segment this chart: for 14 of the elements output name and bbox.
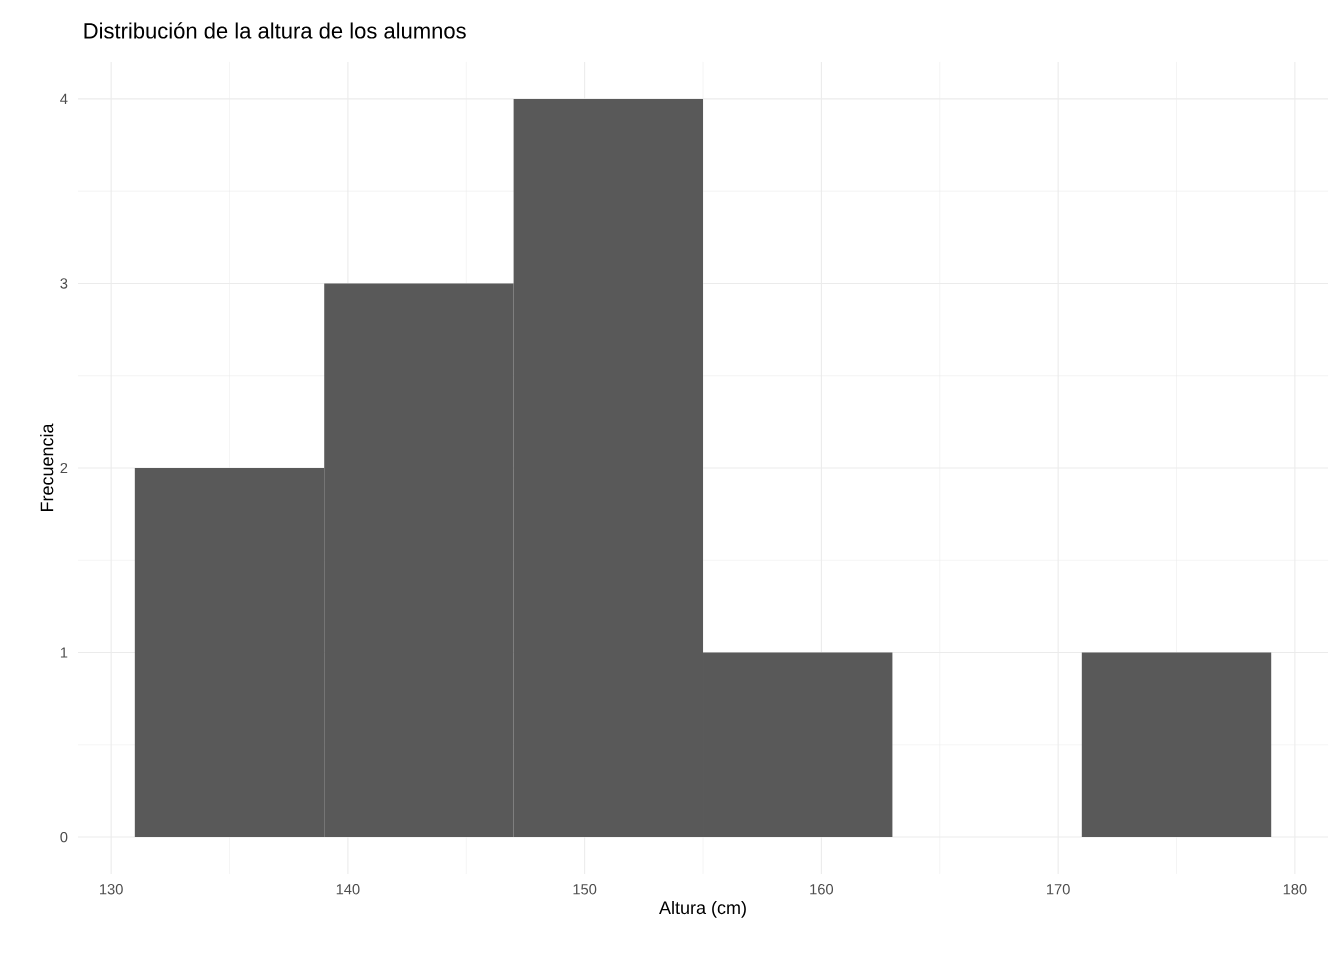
y-tick-label: 4	[60, 93, 68, 104]
x-tick-label: 140	[336, 884, 360, 895]
y-axis-title: Frecuencia	[40, 423, 54, 512]
y-tick-label: 1	[60, 647, 68, 658]
y-tick-label: 3	[60, 278, 68, 289]
x-tick-label: 180	[1283, 884, 1307, 895]
x-axis-title: Altura (cm)	[659, 900, 746, 918]
y-tick-label: 2	[60, 462, 68, 474]
y-tick-label: 0	[60, 831, 68, 843]
x-tick-label: 130	[100, 884, 123, 895]
x-tick-label: 150	[573, 884, 597, 895]
x-tick-label: 170	[1047, 884, 1070, 895]
x-tick-label: 160	[810, 884, 834, 895]
chart-title: Distribución de la altura de los alumnos	[84, 22, 466, 39]
